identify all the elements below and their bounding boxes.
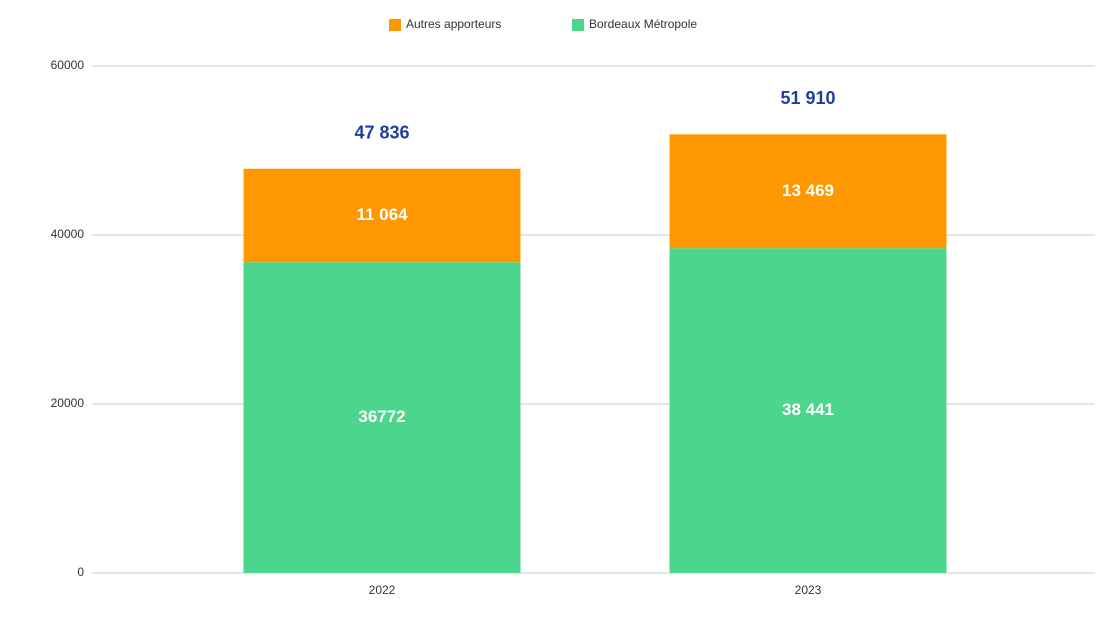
data-label: 36772 [358, 407, 405, 426]
x-tick-label: 2022 [369, 583, 396, 597]
bar-segment [669, 248, 947, 573]
y-tick-label: 0 [77, 565, 84, 579]
data-label: 13 469 [782, 181, 834, 200]
legend-label: Autres apporteurs [406, 17, 501, 31]
data-label: 11 064 [356, 205, 408, 224]
legend-swatch [572, 19, 584, 31]
total-label: 47 836 [354, 123, 409, 143]
x-tick-label: 2023 [795, 583, 822, 597]
legend-swatch [389, 19, 401, 31]
y-tick-label: 60000 [51, 58, 85, 72]
bar-segment [669, 134, 947, 249]
legend-label: Bordeaux Métropole [589, 17, 697, 31]
y-tick-label: 40000 [51, 227, 85, 241]
total-label: 51 910 [780, 88, 835, 108]
y-tick-label: 20000 [51, 396, 85, 410]
bar-segment [243, 262, 521, 573]
bar-segment [243, 168, 521, 263]
data-label: 38 441 [782, 400, 834, 419]
